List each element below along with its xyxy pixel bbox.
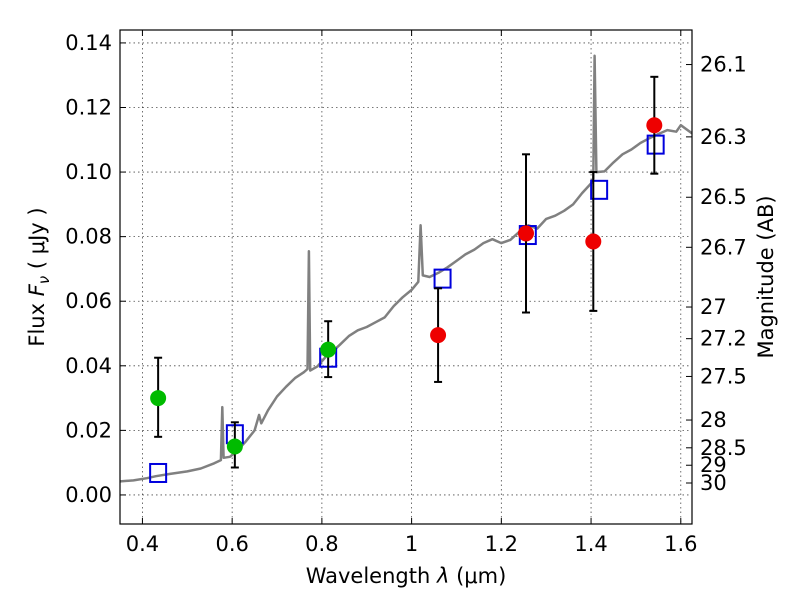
x-tick-label: 1 [405, 532, 418, 556]
mag-tick-label: 28 [700, 408, 727, 432]
y-axis-title-unit: ( μJy ) [25, 207, 49, 275]
mag-tick-label: 29 [700, 453, 727, 477]
x-tick-label: 0.6 [215, 532, 248, 556]
mag-tick-label: 30 [700, 471, 727, 495]
x-axis-title: Wavelength λ (μm) [306, 564, 507, 588]
nir-photometry-point [430, 327, 447, 344]
y-axis-title-prefix: Flux [25, 296, 49, 346]
y-tick-label: 0.10 [65, 160, 112, 184]
mag-tick-label: 28.5 [700, 436, 747, 460]
y-tick-label: 0.12 [65, 95, 112, 119]
mag-tick-label: 27.5 [700, 364, 747, 388]
mag-tick-label: 26.1 [700, 53, 747, 77]
y-tick-label: 0.00 [65, 483, 112, 507]
right-axis-title: Magnitude (AB) [754, 195, 778, 358]
x-tick-label: 1.2 [485, 532, 518, 556]
optical-photometry-point [320, 341, 337, 358]
x-tick-label: 1.4 [574, 532, 607, 556]
mag-tick-label: 27.2 [700, 327, 747, 351]
nir-photometry-point [585, 233, 602, 250]
x-axis-title-unit: (μm) [449, 564, 506, 588]
mag-tick-label: 26.3 [700, 125, 747, 149]
y-axis-title: Flux Fν ( μJy ) [25, 207, 53, 346]
mag-tick-label: 26.7 [700, 235, 747, 259]
y-tick-label: 0.08 [65, 225, 112, 249]
model-photometry-square [433, 268, 452, 289]
y-axis-title-symbol: F [25, 283, 49, 296]
y-tick-label: 0.14 [65, 31, 112, 55]
x-axis-title-prefix: Wavelength [306, 564, 437, 588]
optical-photometry-point [150, 390, 167, 407]
mag-tick-label: 26.5 [700, 185, 747, 209]
plot-data [120, 54, 692, 483]
y-tick-label: 0.04 [65, 354, 112, 378]
x-tick-label: 0.4 [126, 532, 159, 556]
grid [120, 30, 692, 524]
model-photometry-square [590, 179, 609, 200]
optical-photometry-point [226, 438, 243, 455]
plot-frame [119, 29, 693, 525]
y-axis-title-subscript: ν [35, 276, 53, 284]
model-photometry-square [149, 462, 168, 483]
mag-tick-label: 27 [700, 295, 727, 319]
nir-photometry-point [646, 117, 663, 134]
axes-ticks: 0.4 0.6 0.8 1 1.2 1.4 1.6 0.00 0.02 0.04 0.06 0.08 0… [65, 30, 747, 556]
nir-photometry-point [518, 225, 535, 242]
x-tick-label: 1.6 [664, 532, 697, 556]
x-axis-title-symbol: λ [436, 564, 449, 588]
model-spectrum-line [120, 54, 692, 483]
y-tick-label: 0.02 [65, 418, 112, 442]
y-tick-label: 0.06 [65, 289, 112, 313]
x-tick-label: 0.8 [305, 532, 338, 556]
model-photometry-square [646, 134, 665, 155]
